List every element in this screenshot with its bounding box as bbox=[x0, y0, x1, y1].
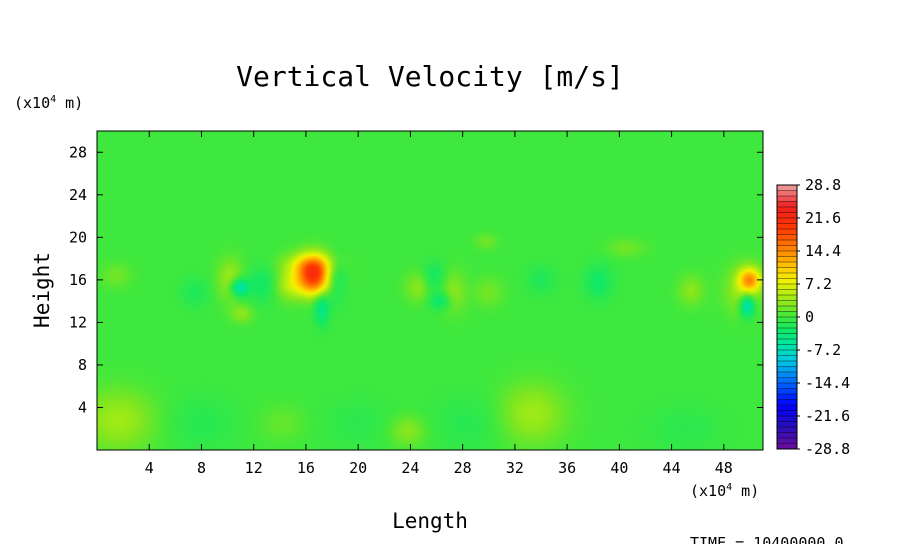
colorbar-segment bbox=[776, 300, 798, 307]
y-tick-label: 12 bbox=[69, 313, 87, 331]
y-tick-label: 4 bbox=[78, 398, 87, 416]
colorbar-segment bbox=[776, 311, 798, 318]
x-tick-label: 36 bbox=[558, 459, 576, 477]
colorbar-segment bbox=[776, 437, 798, 445]
colorbar-segment bbox=[776, 316, 798, 324]
colorbar-segment bbox=[776, 355, 798, 362]
colorbar-segment bbox=[776, 360, 798, 368]
x-tick-label: 20 bbox=[349, 459, 367, 477]
y-tick-label: 20 bbox=[69, 228, 87, 246]
colorbar-segment bbox=[776, 382, 798, 390]
colorbar-segment bbox=[776, 283, 798, 291]
colorbar-label: -21.6 bbox=[805, 407, 850, 425]
colorbar-segment bbox=[776, 223, 798, 230]
y-axis-unit: (x104 m) bbox=[14, 94, 83, 112]
colorbar-segment bbox=[776, 349, 798, 357]
plot-frame bbox=[96, 130, 764, 451]
plot-area bbox=[96, 130, 764, 451]
colorbar-segment bbox=[776, 377, 798, 384]
colorbar-segment bbox=[776, 432, 798, 439]
colorbar-segment bbox=[776, 250, 798, 258]
x-tick-label: 48 bbox=[715, 459, 733, 477]
heatmap-field bbox=[97, 131, 763, 450]
chart-title: Vertical Velocity [m/s] bbox=[236, 60, 624, 93]
colorbar-label: -7.2 bbox=[805, 341, 841, 359]
colorbar-segment bbox=[776, 338, 798, 346]
colorbar-segment bbox=[776, 294, 798, 302]
colorbar-segment bbox=[776, 366, 798, 373]
y-tick-label: 24 bbox=[69, 186, 87, 204]
colorbar-segment bbox=[776, 272, 798, 280]
heatmap-field-wrapper bbox=[97, 131, 763, 450]
y-tick-label: 8 bbox=[78, 356, 87, 374]
colorbar-segment bbox=[776, 195, 798, 203]
x-tick-label: 8 bbox=[197, 459, 206, 477]
colorbar-segment bbox=[776, 410, 798, 417]
colorbar-segment bbox=[776, 322, 798, 329]
colorbar-label: 7.2 bbox=[805, 275, 832, 293]
colorbar-segment bbox=[776, 421, 798, 428]
colorbar-segment bbox=[776, 206, 798, 214]
x-tick-label: 12 bbox=[245, 459, 263, 477]
x-axis-ticks: 4 8 12 16 20 24 28 32 36 40 44 48 bbox=[145, 131, 733, 477]
y-axis-ticks: 4 8 12 16 20 24 28 bbox=[69, 143, 763, 416]
y-unit-exponent: 4 bbox=[50, 94, 56, 105]
colorbar-segment bbox=[776, 333, 798, 340]
colorbar-segment bbox=[776, 371, 798, 379]
colorbar-label: 28.8 bbox=[805, 176, 841, 194]
colorbar-label: 14.4 bbox=[805, 242, 841, 260]
colorbar-segment bbox=[776, 289, 798, 296]
colorbar-segment bbox=[776, 399, 798, 406]
colorbar-segment bbox=[776, 190, 798, 197]
colorbar-segment bbox=[776, 245, 798, 252]
colorbar-segment bbox=[776, 239, 798, 247]
colorbar-segment bbox=[776, 388, 798, 395]
colorbar-segment bbox=[776, 327, 798, 335]
x-tick-label: 4 bbox=[145, 459, 154, 477]
colorbar-segment bbox=[776, 404, 798, 412]
y-tick-label: 28 bbox=[69, 143, 87, 161]
x-tick-label: 44 bbox=[663, 459, 681, 477]
colorbar-segment bbox=[776, 305, 798, 313]
colorbar-segment bbox=[776, 228, 798, 236]
colorbar-segment bbox=[776, 212, 798, 219]
y-unit-base: (x10 bbox=[14, 94, 50, 112]
x-unit-exponent: 4 bbox=[726, 482, 732, 493]
colorbar-segment bbox=[776, 278, 798, 285]
colorbar-segment bbox=[776, 217, 798, 225]
colorbar-segment bbox=[776, 261, 798, 269]
colorbar-segment bbox=[776, 443, 798, 450]
y-unit-tail: m) bbox=[56, 94, 83, 112]
colorbar-segment bbox=[776, 426, 798, 434]
colorbar-segment bbox=[776, 184, 798, 192]
y-tick-label: 16 bbox=[69, 271, 87, 289]
x-unit-tail: m) bbox=[732, 482, 759, 500]
colorbar-label: -28.8 bbox=[805, 440, 850, 458]
colorbar-segment bbox=[776, 393, 798, 401]
x-tick-label: 40 bbox=[610, 459, 628, 477]
colorbar-segment bbox=[776, 201, 798, 208]
x-tick-label: 24 bbox=[401, 459, 419, 477]
x-tick-label: 28 bbox=[454, 459, 472, 477]
x-unit-base: (x10 bbox=[690, 482, 726, 500]
colorbar: 28.8 21.6 14.4 7.2 0 -7.2 -14.4 -21.6 -28.8 bbox=[776, 176, 850, 458]
x-axis-label: Length bbox=[392, 509, 468, 533]
colorbar-label: 0 bbox=[805, 308, 814, 326]
x-tick-label: 16 bbox=[297, 459, 315, 477]
x-tick-label: 32 bbox=[506, 459, 524, 477]
time-readout: TIME = 10400000.0 bbox=[690, 534, 844, 544]
colorbar-label: 21.6 bbox=[805, 209, 841, 227]
x-axis-unit: (x104 m) bbox=[690, 482, 759, 500]
colorbar-segment bbox=[776, 234, 798, 241]
colorbar-segment bbox=[776, 256, 798, 263]
y-axis-label: Height bbox=[30, 252, 54, 328]
colorbar-segment bbox=[776, 267, 798, 274]
colorbar-segment bbox=[776, 415, 798, 423]
colorbar-label: -14.4 bbox=[805, 374, 850, 392]
colorbar-segment bbox=[776, 344, 798, 351]
